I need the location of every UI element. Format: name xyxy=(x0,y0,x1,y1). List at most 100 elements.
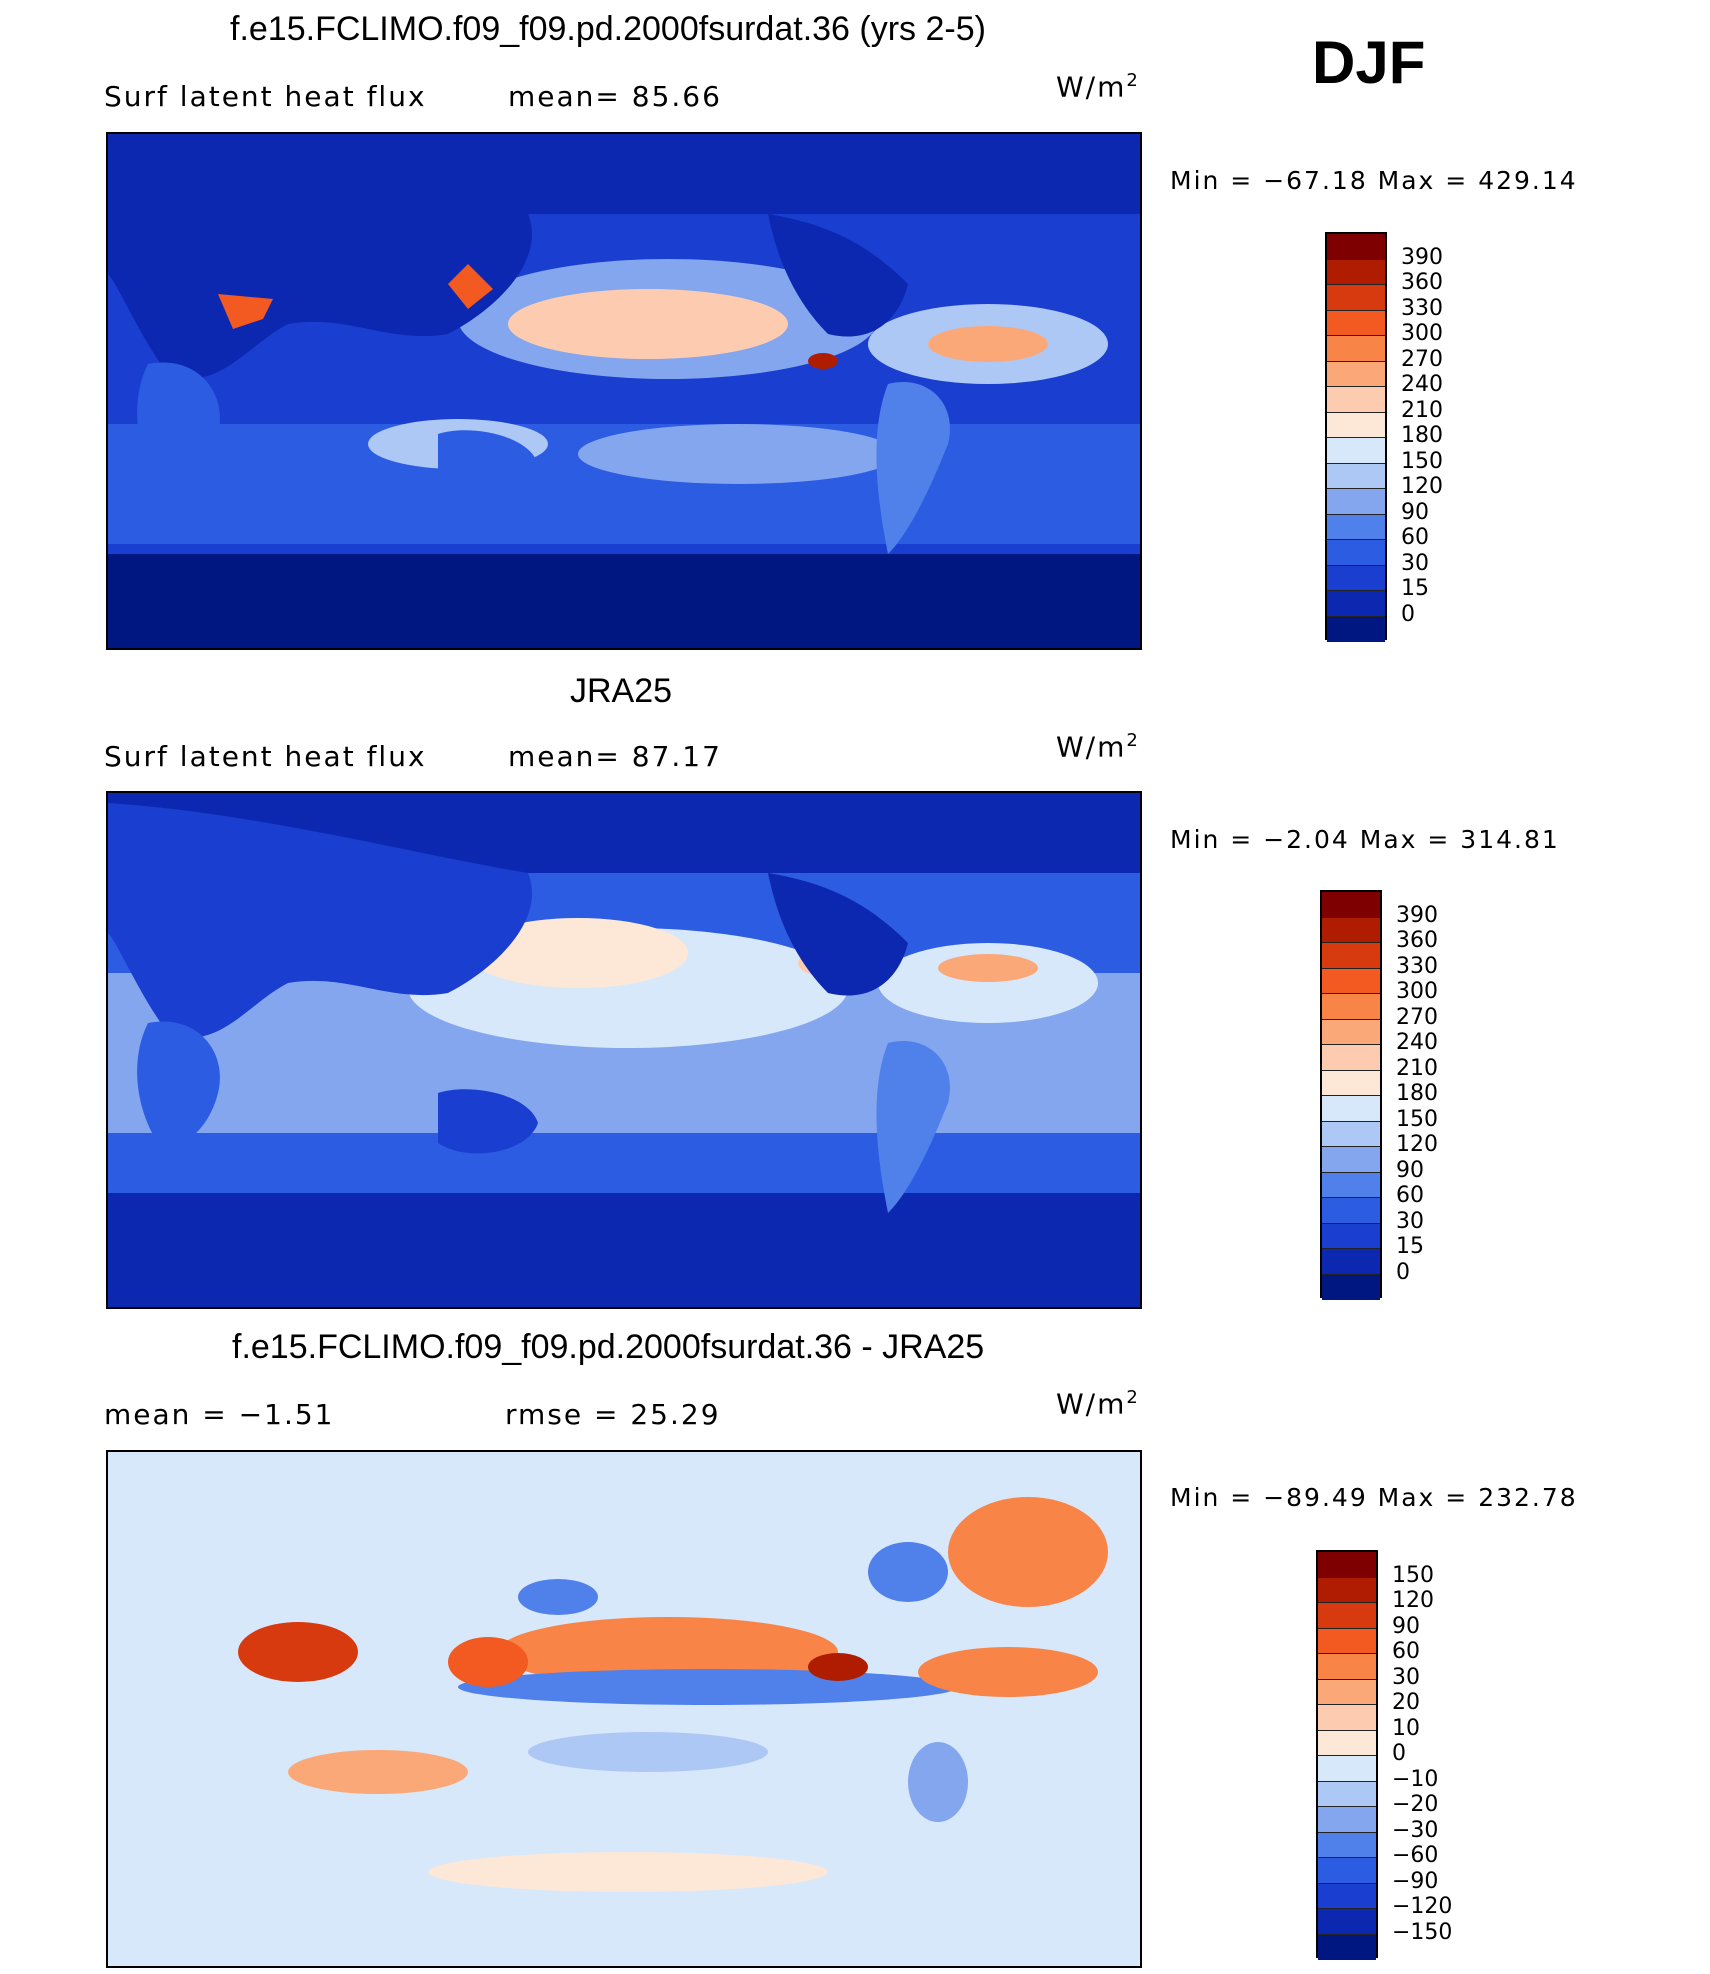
colorbar-tick-label: 390 xyxy=(1401,244,1443,270)
colorbar-tick-label: −20 xyxy=(1392,1792,1439,1817)
panel-title: f.e15.FCLIMO.f09_f09.pd.2000fsurdat.36 (… xyxy=(230,10,986,48)
colorbar-swatch xyxy=(1322,892,1380,918)
rmse-label: rmse = 25.29 xyxy=(505,1398,721,1431)
colorbar-swatch xyxy=(1327,259,1385,285)
colorbar-swatch xyxy=(1322,1070,1380,1096)
colorbar-swatch xyxy=(1327,387,1385,413)
map-plot-difference xyxy=(106,1450,1142,1968)
colorbar-swatch xyxy=(1318,1934,1376,1960)
colorbar-tick-label: 0 xyxy=(1392,1741,1406,1766)
colorbar-swatch xyxy=(1322,994,1380,1020)
colorbar-tick-label: 0 xyxy=(1396,1259,1410,1285)
colorbar-swatch xyxy=(1327,412,1385,438)
colorbar: 150 120 90 60 30 20 10 0 −10 −20 −30 −60 −90 −120 −150 xyxy=(1316,1550,1516,1960)
colorbar-tick-label: 30 xyxy=(1401,550,1429,576)
colorbar-tick-label: 300 xyxy=(1401,321,1443,346)
colorbar-swatch xyxy=(1322,1223,1380,1249)
colorbar-tick-label: 270 xyxy=(1401,346,1443,372)
colorbar-tick-label: 0 xyxy=(1401,601,1415,627)
colorbar-swatch xyxy=(1318,1730,1376,1756)
colorbar-tick-label: 60 xyxy=(1396,1183,1424,1208)
colorbar-swatch xyxy=(1327,489,1385,515)
min-max-label: Min = −2.04 Max = 314.81 xyxy=(1170,825,1560,854)
colorbar-swatches xyxy=(1320,890,1382,1300)
colorbar-tick-label: 15 xyxy=(1396,1234,1424,1259)
colorbar-swatch xyxy=(1322,917,1380,943)
colorbar-tick-label: 20 xyxy=(1392,1690,1420,1715)
colorbar-swatches xyxy=(1325,232,1387,642)
colorbar-tick-label: 10 xyxy=(1392,1715,1420,1741)
colorbar-swatch xyxy=(1327,591,1385,617)
colorbar-tick-label: 210 xyxy=(1396,1055,1438,1081)
colorbar-tick-label: 15 xyxy=(1401,576,1429,601)
units-label: W/m2 xyxy=(1056,730,1140,764)
colorbar-tick-label: −120 xyxy=(1392,1894,1453,1919)
colorbar-tick-label: 360 xyxy=(1396,928,1438,953)
colorbar-tick-label: 120 xyxy=(1396,1132,1438,1157)
colorbar-tick-label: 330 xyxy=(1396,953,1438,979)
colorbar-swatches xyxy=(1316,1550,1378,1960)
colorbar-swatch xyxy=(1318,1756,1376,1782)
colorbar-swatch xyxy=(1318,1679,1376,1705)
colorbar-tick-label: −90 xyxy=(1392,1868,1439,1894)
map-plot-reference xyxy=(106,791,1142,1309)
colorbar-swatch xyxy=(1318,1832,1376,1858)
colorbar-swatch xyxy=(1318,1883,1376,1909)
colorbar-swatch xyxy=(1322,1172,1380,1198)
colorbar-swatch xyxy=(1318,1552,1376,1578)
colorbar: 390 360 330 300 270 240 210 180 150 120 90 60 30 15 0 xyxy=(1320,890,1520,1300)
units-label: W/m2 xyxy=(1056,1387,1140,1421)
mean-label: mean = −1.51 xyxy=(104,1398,335,1431)
colorbar-tick-label: 150 xyxy=(1396,1106,1438,1132)
colorbar-tick-label: 90 xyxy=(1401,499,1429,525)
colorbar-swatch xyxy=(1318,1654,1376,1680)
colorbar-swatch xyxy=(1318,1603,1376,1629)
colorbar-swatch xyxy=(1327,336,1385,362)
colorbar-swatch xyxy=(1318,1781,1376,1807)
colorbar-swatch xyxy=(1327,234,1385,260)
colorbar-swatch xyxy=(1318,1577,1376,1603)
colorbar-swatch xyxy=(1322,1096,1380,1122)
min-max-label: Min = −67.18 Max = 429.14 xyxy=(1170,166,1578,195)
colorbar-swatch xyxy=(1327,616,1385,642)
colorbar-swatch xyxy=(1322,968,1380,994)
colorbar-tick-label: 270 xyxy=(1396,1004,1438,1030)
panel-title: f.e15.FCLIMO.f09_f09.pd.2000fsurdat.36 -… xyxy=(232,1328,985,1366)
colorbar-tick-label: 360 xyxy=(1401,270,1443,295)
colorbar-tick-label: 120 xyxy=(1392,1588,1434,1613)
variable-label: Surf latent heat flux xyxy=(104,740,427,773)
colorbar-swatch xyxy=(1318,1705,1376,1731)
colorbar: 390 360 330 300 270 240 210 180 150 120 90 60 30 15 0 xyxy=(1325,232,1525,642)
variable-label: Surf latent heat flux xyxy=(104,80,427,113)
colorbar-swatch xyxy=(1322,1249,1380,1275)
colorbar-tick-label: 390 xyxy=(1396,902,1438,928)
mean-label: mean= 87.17 xyxy=(508,740,722,773)
min-max-label: Min = −89.49 Max = 232.78 xyxy=(1170,1483,1578,1512)
colorbar-tick-label: 150 xyxy=(1401,448,1443,474)
colorbar-tick-label: 90 xyxy=(1396,1157,1424,1183)
colorbar-swatch xyxy=(1327,285,1385,311)
colorbar-swatch xyxy=(1322,1121,1380,1147)
mean-label: mean= 85.66 xyxy=(508,80,722,113)
map-plot-model xyxy=(106,132,1142,650)
colorbar-tick-label: 30 xyxy=(1396,1208,1424,1234)
panel-title: JRA25 xyxy=(570,672,673,710)
colorbar-tick-label: 30 xyxy=(1392,1664,1420,1690)
colorbar-swatch xyxy=(1327,438,1385,464)
colorbar-tick-label: 240 xyxy=(1396,1030,1438,1055)
colorbar-tick-label: −30 xyxy=(1392,1817,1439,1843)
colorbar-tick-label: −150 xyxy=(1392,1919,1453,1945)
colorbar-swatch xyxy=(1318,1858,1376,1884)
colorbar-swatch xyxy=(1322,943,1380,969)
colorbar-swatch xyxy=(1322,1198,1380,1224)
colorbar-tick-label: 60 xyxy=(1401,525,1429,550)
colorbar-tick-label: 300 xyxy=(1396,979,1438,1004)
colorbar-swatch xyxy=(1322,1274,1380,1300)
colorbar-tick-label: 120 xyxy=(1401,474,1443,499)
colorbar-tick-label: −10 xyxy=(1392,1766,1439,1792)
colorbar-tick-label: −60 xyxy=(1392,1843,1439,1868)
colorbar-swatch xyxy=(1322,1045,1380,1071)
colorbar-swatch xyxy=(1322,1019,1380,1045)
colorbar-swatch xyxy=(1327,463,1385,489)
season-label: DJF xyxy=(1312,29,1426,96)
